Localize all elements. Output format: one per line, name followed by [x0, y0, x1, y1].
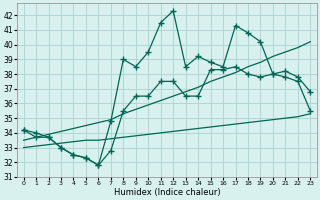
- X-axis label: Humidex (Indice chaleur): Humidex (Indice chaleur): [114, 188, 220, 197]
